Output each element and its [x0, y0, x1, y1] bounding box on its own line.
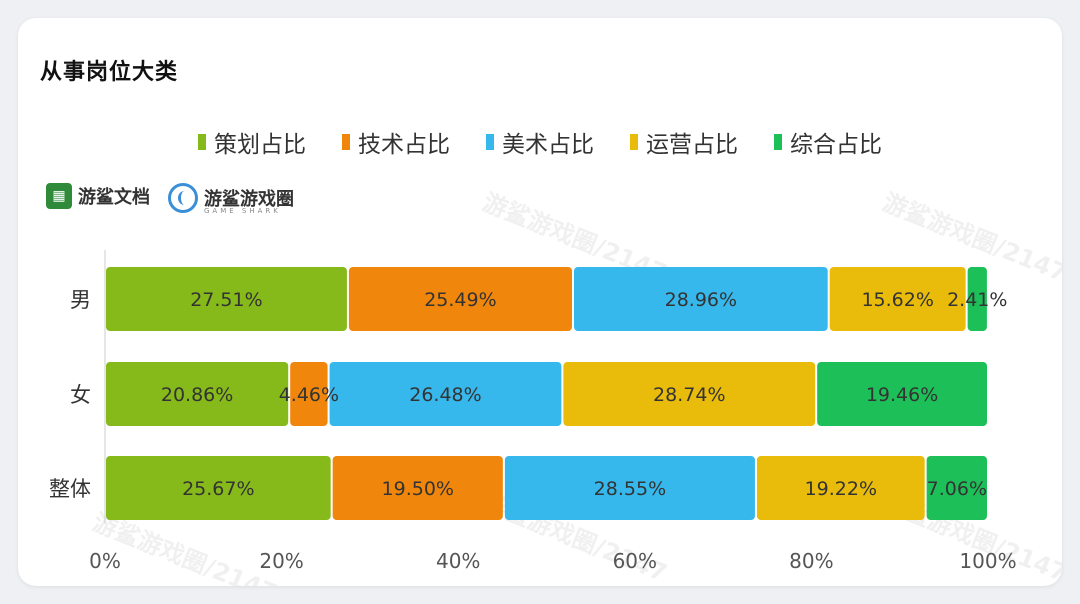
data-label: 4.46%	[279, 384, 339, 406]
data-label: 25.67%	[182, 478, 254, 500]
bar-chart: 27.51% 25.49% 28.96% 15.62% 2.41% 男 20.86% 4.46…	[49, 250, 1017, 573]
bar-segment	[817, 362, 987, 426]
bar-segment	[967, 267, 987, 331]
data-label: 2.41%	[947, 289, 1007, 311]
brand-circle-logo: 游鲨游戏圈 GAME SHARK	[168, 183, 294, 215]
bar-segment	[290, 362, 328, 426]
legend-item[interactable]: 美术占比	[486, 125, 594, 159]
data-label: 19.46%	[866, 384, 938, 406]
bar-segment	[106, 267, 347, 331]
legend-swatch	[486, 134, 494, 150]
bar-segment	[573, 267, 828, 331]
legend-label: 策划占比	[214, 132, 306, 158]
chart-legend: 策划占比 技术占比 美术占比 运营占比 综合占比	[18, 125, 1062, 159]
x-tick-label: 40%	[436, 549, 480, 573]
data-label: 28.96%	[665, 289, 737, 311]
x-tick-label: 80%	[789, 549, 833, 573]
legend-item[interactable]: 运营占比	[630, 125, 738, 159]
x-tick-label: 100%	[959, 549, 1016, 573]
legend-swatch	[342, 134, 350, 150]
brand-doc-label: 游鲨文档	[78, 187, 150, 208]
bar-segment	[756, 456, 925, 520]
bar-segment	[348, 267, 572, 331]
legend-label: 美术占比	[502, 132, 594, 158]
data-label: 15.62%	[861, 289, 933, 311]
category-label: 女	[70, 383, 91, 407]
bar-segment	[329, 362, 562, 426]
chart-card: 从事岗位大类 策划占比 技术占比 美术占比 运营占比 综合占比 ▦ 游鲨文档 游鲨游戏圈…	[18, 18, 1062, 586]
data-label: 28.74%	[653, 384, 725, 406]
circle-logo-icon	[168, 183, 198, 213]
bar-segment	[332, 456, 503, 520]
data-label: 20.86%	[161, 384, 233, 406]
bar-segment	[829, 267, 966, 331]
data-label: 25.49%	[424, 289, 496, 311]
brand-circle-label: 游鲨游戏圈	[204, 189, 294, 210]
data-label: 19.22%	[805, 478, 877, 500]
data-label: 19.50%	[382, 478, 454, 500]
legend-item[interactable]: 综合占比	[774, 125, 882, 159]
x-tick-label: 0%	[89, 549, 121, 573]
legend-swatch	[630, 134, 638, 150]
bar-segment	[106, 362, 289, 426]
x-tick-label: 60%	[613, 549, 657, 573]
legend-swatch	[774, 134, 782, 150]
data-label: 7.06%	[927, 478, 987, 500]
legend-label: 技术占比	[358, 132, 450, 158]
legend-item[interactable]: 策划占比	[198, 125, 306, 159]
data-label: 26.48%	[409, 384, 481, 406]
bar-segment	[504, 456, 755, 520]
brand-circle-subtitle: GAME SHARK	[204, 207, 281, 215]
bar-segment	[106, 456, 331, 520]
chart-title: 从事岗位大类	[40, 60, 179, 85]
legend-label: 综合占比	[790, 132, 882, 158]
doc-logo-icon: ▦	[46, 183, 72, 209]
category-label: 男	[70, 288, 91, 312]
bar-segment	[926, 456, 987, 520]
legend-swatch	[198, 134, 206, 150]
legend-label: 运营占比	[646, 132, 738, 158]
x-tick-label: 20%	[259, 549, 303, 573]
bar-segment	[563, 362, 816, 426]
category-label: 整体	[49, 477, 91, 501]
brand-doc-logo: ▦ 游鲨文档	[46, 183, 150, 209]
legend-item[interactable]: 技术占比	[342, 125, 450, 159]
data-label: 27.51%	[190, 289, 262, 311]
data-label: 28.55%	[594, 478, 666, 500]
